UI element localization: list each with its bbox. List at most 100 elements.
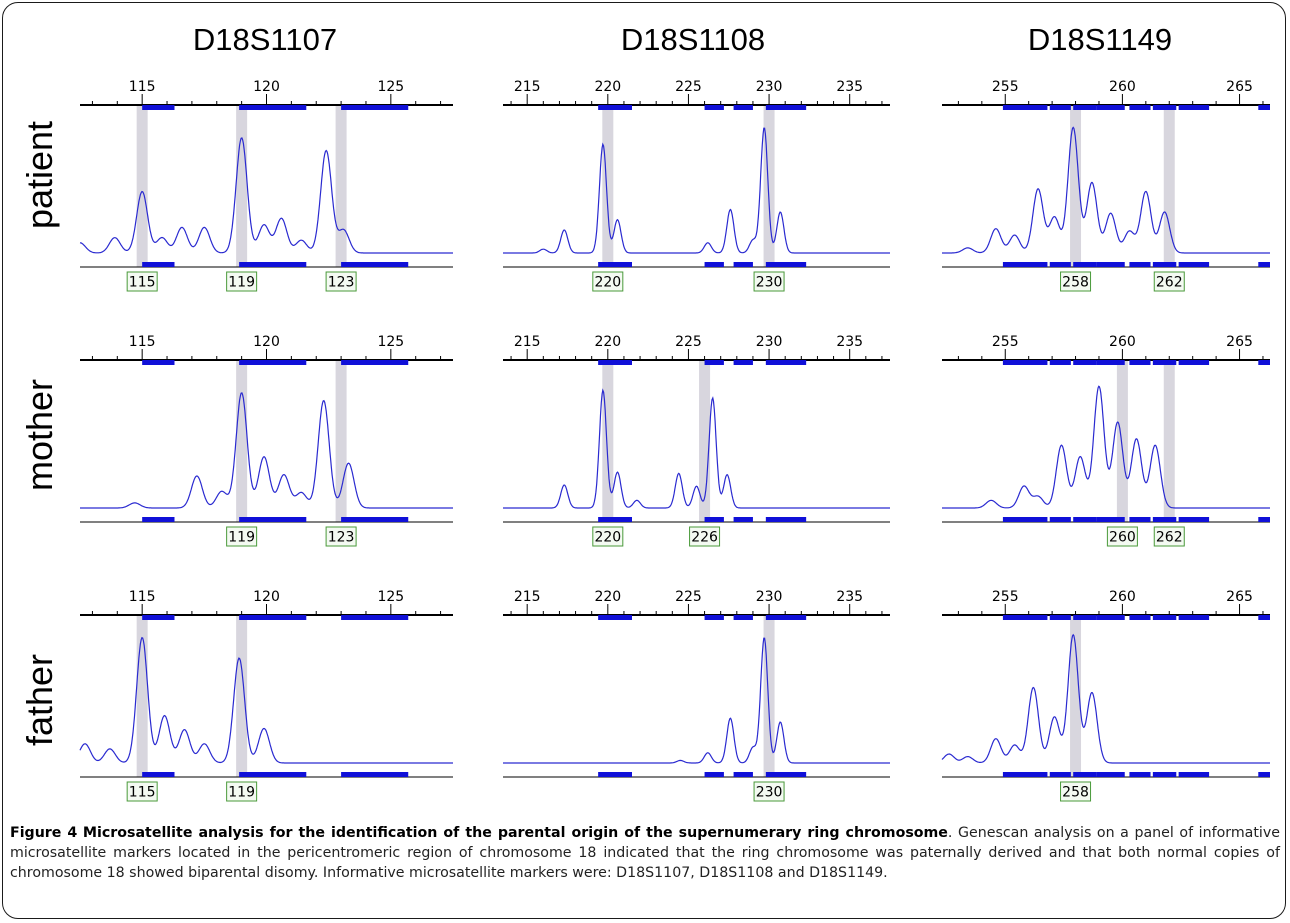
trace-D18S1108-father	[503, 637, 890, 764]
bottom-bin-3	[1096, 262, 1125, 267]
tick-label-115: 115	[129, 589, 156, 605]
allele-box-123	[325, 526, 357, 547]
allele-band-230	[763, 615, 775, 777]
tick-label-120: 120	[253, 79, 280, 95]
top-bin-6	[1178, 615, 1210, 620]
panel-D18S1107-mother: 115 120 125 119 123	[80, 334, 453, 547]
allele-label-115: 115	[129, 275, 156, 291]
allele-label-115: 115	[129, 785, 156, 801]
allele-label-230: 230	[756, 785, 783, 801]
bottom-bin-7	[1258, 772, 1270, 777]
allele-band-230	[763, 105, 775, 267]
bottom-bin-6	[1178, 517, 1210, 522]
top-bin-3	[765, 615, 807, 620]
allele-label-220: 220	[594, 275, 621, 291]
caption-text: . Genescan analysis on a panel of inform…	[10, 825, 1280, 881]
panel-D18S1149-patient: 255 260 265 258 262	[942, 79, 1270, 292]
tick-label-230: 230	[756, 79, 783, 95]
top-bin-7	[1258, 360, 1270, 365]
allele-label-119: 119	[228, 530, 255, 546]
allele-box-258	[1060, 781, 1092, 802]
allele-label-262: 262	[1156, 530, 1183, 546]
bottom-bin-1	[704, 262, 724, 267]
top-bin-1	[704, 105, 724, 110]
top-bin-5	[1152, 105, 1177, 110]
top-bin-3	[1096, 360, 1125, 365]
trace-D18S1107-patient	[79, 137, 453, 254]
bottom-bin-0	[1002, 262, 1048, 267]
allele-label-119: 119	[228, 275, 255, 291]
allele-box-230	[753, 271, 785, 292]
tick-label-225: 225	[675, 589, 702, 605]
trace-D18S1107-father	[79, 636, 453, 764]
allele-band-258	[1070, 615, 1082, 777]
allele-label-260: 260	[1109, 530, 1136, 546]
top-bin-5	[1152, 360, 1177, 365]
marker-title-D18S1149: D18S1149	[1028, 22, 1172, 57]
top-bin-7	[1258, 105, 1270, 110]
top-bin-1	[704, 360, 724, 365]
top-bin-3	[765, 360, 807, 365]
top-bin-1	[1049, 615, 1071, 620]
allele-band-220	[602, 360, 614, 522]
top-bin-2	[733, 615, 753, 620]
bottom-bin-0	[142, 517, 175, 522]
allele-label-258: 258	[1062, 275, 1089, 291]
bottom-bin-1	[1049, 517, 1071, 522]
bottom-bin-1	[1049, 772, 1071, 777]
top-bin-1	[704, 615, 724, 620]
bottom-bin-1	[239, 262, 307, 267]
top-bin-1	[1049, 360, 1071, 365]
allele-band-119	[236, 105, 248, 267]
panel-D18S1149-mother: 255 260 265 260 262	[942, 334, 1270, 547]
top-bin-0	[142, 615, 175, 620]
bottom-bin-3	[1096, 772, 1125, 777]
trace-D18S1108-mother	[503, 388, 890, 509]
genescan-chart: D18S1107 D18S1108 D18S1149 patient mother fat…	[19, 22, 1270, 802]
top-bin-0	[142, 105, 175, 110]
bottom-bin-0	[598, 262, 632, 267]
bottom-bin-4	[1129, 262, 1151, 267]
top-bin-1	[239, 360, 307, 365]
tick-label-260: 260	[1109, 334, 1136, 350]
top-bin-4	[1129, 360, 1151, 365]
top-bin-0	[598, 360, 632, 365]
trace-D18S1108-patient	[503, 127, 890, 254]
panel-D18S1149-father: 255 260 265 258	[941, 589, 1270, 802]
tick-label-230: 230	[756, 334, 783, 350]
allele-box-115	[126, 781, 158, 802]
tick-label-225: 225	[675, 79, 702, 95]
bottom-bin-2	[341, 517, 409, 522]
allele-label-226: 226	[691, 530, 718, 546]
top-bin-0	[598, 615, 632, 620]
bottom-bin-0	[1002, 517, 1048, 522]
tick-label-215: 215	[514, 334, 541, 350]
top-bin-2	[341, 615, 409, 620]
allele-label-262: 262	[1156, 275, 1183, 291]
allele-band-258	[1070, 105, 1082, 267]
allele-box-119	[226, 781, 258, 802]
bottom-bin-0	[1002, 772, 1048, 777]
bottom-bin-7	[1258, 262, 1270, 267]
tick-label-220: 220	[594, 79, 621, 95]
top-bin-2	[1073, 105, 1097, 110]
allele-label-119: 119	[228, 785, 255, 801]
tick-label-230: 230	[756, 589, 783, 605]
bottom-bin-0	[598, 517, 632, 522]
allele-box-220	[592, 271, 624, 292]
bottom-bin-3	[765, 262, 807, 267]
tick-label-265: 265	[1226, 334, 1253, 350]
panel-D18S1108-patient: 215 220 225 230 235 220 230	[503, 79, 890, 292]
bottom-bin-5	[1152, 517, 1177, 522]
tick-label-115: 115	[129, 79, 156, 95]
top-bin-6	[1178, 360, 1210, 365]
allele-band-123	[335, 105, 347, 267]
allele-band-123	[335, 360, 347, 522]
trace-D18S1149-patient	[942, 126, 1270, 254]
allele-label-258: 258	[1062, 785, 1089, 801]
bottom-bin-4	[1129, 772, 1151, 777]
top-bin-3	[1096, 615, 1125, 620]
allele-band-119	[236, 360, 248, 522]
tick-label-125: 125	[377, 79, 404, 95]
allele-band-262	[1163, 360, 1175, 522]
